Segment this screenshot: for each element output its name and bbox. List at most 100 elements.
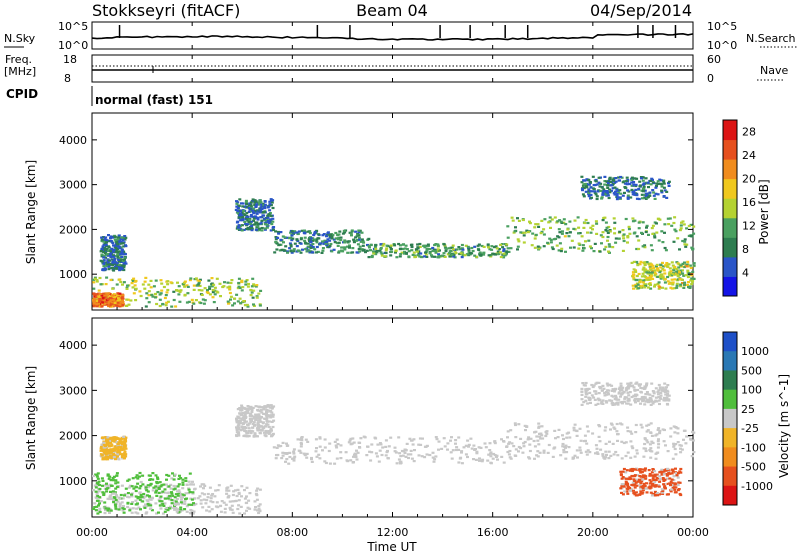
echo-cell — [387, 445, 391, 448]
echo-cell — [635, 260, 639, 264]
echo-cell — [545, 430, 549, 433]
echo-cell — [628, 384, 631, 387]
echo-cell — [158, 298, 162, 301]
echo-cell — [594, 390, 598, 393]
echo-cell — [637, 247, 641, 251]
echo-cell — [114, 505, 118, 508]
echo-cell — [358, 250, 362, 253]
echo-cell — [625, 183, 629, 186]
echo-cell — [106, 474, 110, 477]
echo-cell — [299, 438, 302, 441]
echo-cell — [542, 451, 546, 454]
echo-cell — [126, 284, 129, 287]
echo-cell — [271, 413, 275, 416]
echo-cell — [373, 436, 377, 439]
echo-cell — [460, 462, 464, 465]
echo-cell — [536, 455, 540, 458]
echo-cell — [243, 429, 247, 432]
echo-cell — [524, 429, 527, 432]
echo-cell — [666, 393, 670, 396]
echo-cell — [230, 508, 234, 511]
echo-cell — [290, 230, 294, 233]
echo-cell — [636, 399, 640, 403]
echo-cell — [300, 436, 304, 439]
echo-cell — [593, 398, 597, 401]
echo-cell — [302, 452, 306, 455]
echo-cell — [621, 400, 624, 404]
echo-cell — [641, 176, 645, 179]
echo-cell — [631, 384, 635, 387]
echo-cell — [370, 255, 374, 259]
echo-cell — [357, 247, 361, 251]
echo-cell — [288, 247, 292, 250]
echo-cell — [650, 471, 654, 474]
echo-cell — [619, 487, 623, 490]
echo-cell — [604, 245, 608, 248]
echo-cell — [308, 230, 312, 233]
echo-cell — [656, 428, 660, 431]
echo-cell — [452, 255, 456, 258]
echo-cell — [270, 201, 274, 204]
echo-cell — [385, 244, 389, 247]
echo-cell — [692, 277, 696, 280]
echo-cell — [584, 395, 588, 398]
echo-cell — [98, 305, 102, 308]
echo-cell — [570, 239, 574, 242]
echo-cell — [250, 291, 254, 294]
echo-cell — [618, 386, 622, 389]
echo-cell — [229, 508, 232, 511]
echo-cell — [370, 443, 374, 446]
echo-cell — [629, 381, 633, 384]
echo-cell — [276, 444, 280, 447]
echo-cell — [106, 436, 110, 439]
echo-cell — [271, 220, 275, 223]
echo-cell — [639, 490, 643, 493]
echo-cell — [364, 251, 367, 254]
echo-cell — [155, 302, 159, 306]
echo-cell — [163, 510, 167, 513]
echo-cell — [102, 261, 106, 264]
echo-cell — [653, 475, 657, 478]
echo-cell — [578, 232, 582, 235]
echo-cell — [312, 238, 316, 241]
echo-cell — [384, 439, 388, 442]
echo-cell — [116, 451, 120, 454]
echo-cell — [610, 423, 614, 426]
echo-cell — [672, 267, 676, 270]
echo-cell — [101, 297, 105, 300]
echo-cell — [135, 507, 139, 510]
echo-cell — [264, 219, 268, 222]
echo-cell — [578, 243, 582, 246]
echo-cell — [473, 254, 477, 257]
echo-cell — [106, 259, 110, 262]
echo-cell — [526, 231, 530, 234]
echo-cell — [243, 489, 246, 492]
echo-cell — [590, 247, 593, 250]
echo-cell — [144, 512, 148, 515]
echo-cell — [637, 227, 641, 230]
noise-spikes — [118, 25, 677, 38]
echo-cell — [121, 294, 125, 297]
echo-cell — [107, 249, 111, 252]
echo-cell — [594, 220, 598, 223]
echo-cell — [650, 382, 654, 385]
echo-cell — [298, 449, 302, 453]
echo-cell — [241, 202, 245, 205]
echo-cell — [145, 489, 149, 492]
echo-cell — [437, 440, 441, 443]
echo-cell — [630, 395, 634, 399]
echo-cell — [323, 446, 327, 449]
echo-cell — [656, 269, 660, 272]
echo-cell — [507, 442, 511, 445]
echo-cell — [564, 446, 567, 449]
echo-cell — [321, 449, 324, 452]
echo-cell — [650, 440, 654, 443]
echo-cell — [240, 209, 244, 212]
echo-cell — [601, 384, 605, 387]
echo-cell — [622, 400, 626, 403]
echo-cell — [497, 248, 501, 251]
echo-cell — [689, 279, 693, 282]
echo-cell — [494, 245, 498, 248]
echo-cell — [587, 178, 591, 181]
x-tick-label: 20:00 — [577, 526, 609, 539]
